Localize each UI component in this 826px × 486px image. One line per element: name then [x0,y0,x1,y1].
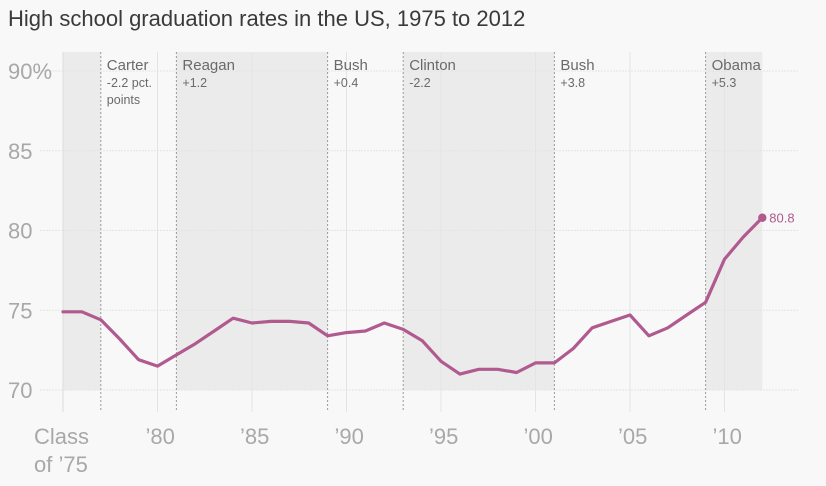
gridlines [40,52,798,412]
x-axis-ticks: Class of ’75 ’80 ’85 ’90 ’95 ’00 ’05 ’10 [34,424,742,477]
shaded-period [403,52,555,390]
president-change: -2.2 pct. [107,76,152,90]
term-divider-lines [100,52,707,412]
shaded-periods [63,52,763,390]
chart-title: High school graduation rates in the US, … [8,6,526,31]
series-group: 80.8 [61,211,795,376]
y-tick-label: 70 [8,378,32,403]
y-tick-label: 85 [8,139,32,164]
x-tick-label: ’90 [335,424,364,449]
x-tick-label: ’95 [429,424,458,449]
x-tick-label: ’85 [240,424,269,449]
president-change: -2.2 [409,76,431,90]
x-tick-label: ’80 [146,424,175,449]
x-tick-label: ’00 [524,424,553,449]
president-name: Clinton [409,57,456,74]
series-line [61,216,764,376]
end-value-label: 80.8 [769,211,794,226]
y-tick-label: 80 [8,219,32,244]
president-annotations: Carter -2.2 pct. points Reagan +1.2 Bush +0.4 C… [107,57,762,107]
president-name: Carter [107,57,149,74]
y-tick-label: 90% [8,59,52,84]
president-name: Bush [334,57,368,74]
y-axis-ticks: 90% 85 80 75 70 [8,59,52,403]
president-name: Bush [560,57,594,74]
x-tick-label: Class [34,424,89,449]
president-change: +0.4 [334,76,359,90]
president-name: Reagan [182,57,235,74]
x-tick-label: ’05 [618,424,647,449]
president-change: +3.8 [560,76,585,90]
president-name: Obama [712,57,762,74]
shaded-period [705,52,763,390]
president-change: points [107,93,140,107]
president-change: +1.2 [182,76,207,90]
x-tick-label: ’10 [713,424,742,449]
y-tick-label: 75 [8,298,32,323]
end-point-marker [758,213,767,222]
president-change: +5.3 [712,76,737,90]
x-tick-label: of ’75 [34,452,88,477]
shaded-period [63,52,101,390]
